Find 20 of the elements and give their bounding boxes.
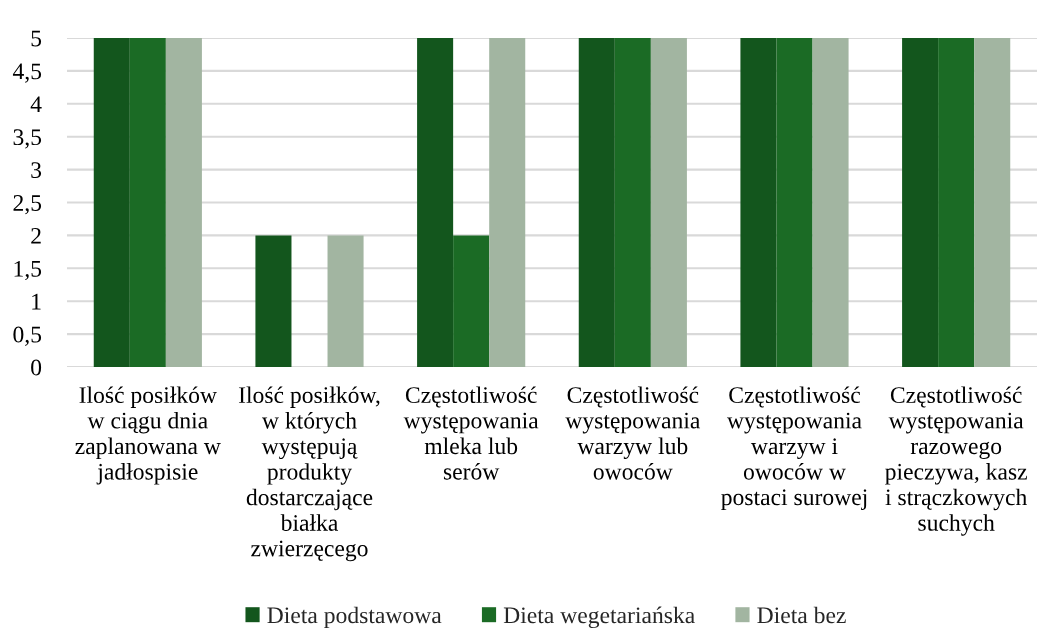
y-tick-label: 5 [31,30,42,47]
y-tick-label: 2,5 [13,195,42,215]
legend-label: Dieta podstawowa [267,606,442,629]
y-tick-label: 3,5 [13,129,42,149]
x-tick-label: Częstotliwość występowania warzyw lub owoców [565,386,701,480]
y-tick-label: 4 [30,96,42,112]
x-tick-label: Ilość posiłków w ciągu dnia zaplanowana w jadłospisie [75,386,221,485]
y-tick-label: 3 [31,162,42,179]
x-tick-label: Częstotliwość występowania mleka lub serów [403,386,539,480]
y-tick-label: 0,5 [13,326,42,346]
y-tick-label: 1,5 [14,260,42,281]
y-tick-label: 1 [32,293,41,310]
x-tick-label: Częstotliwość występowania warzyw i owoców w postaci surowej [721,386,867,511]
legend-label: Dieta wegetariańska [503,606,695,629]
legend-label: Dieta bez [757,606,846,624]
y-tick-label: 4,5 [12,63,42,83]
y-tick-label: 0 [31,359,42,376]
x-tick-label: Ilość posiłków, w których występują produkty dostarczające białka zwierzęcego [238,386,380,562]
x-tick-label: Częstotliwość występowania razowego pieczywa, kasz i strączkowych suchych [885,386,1027,536]
y-tick-label: 2 [31,227,41,244]
